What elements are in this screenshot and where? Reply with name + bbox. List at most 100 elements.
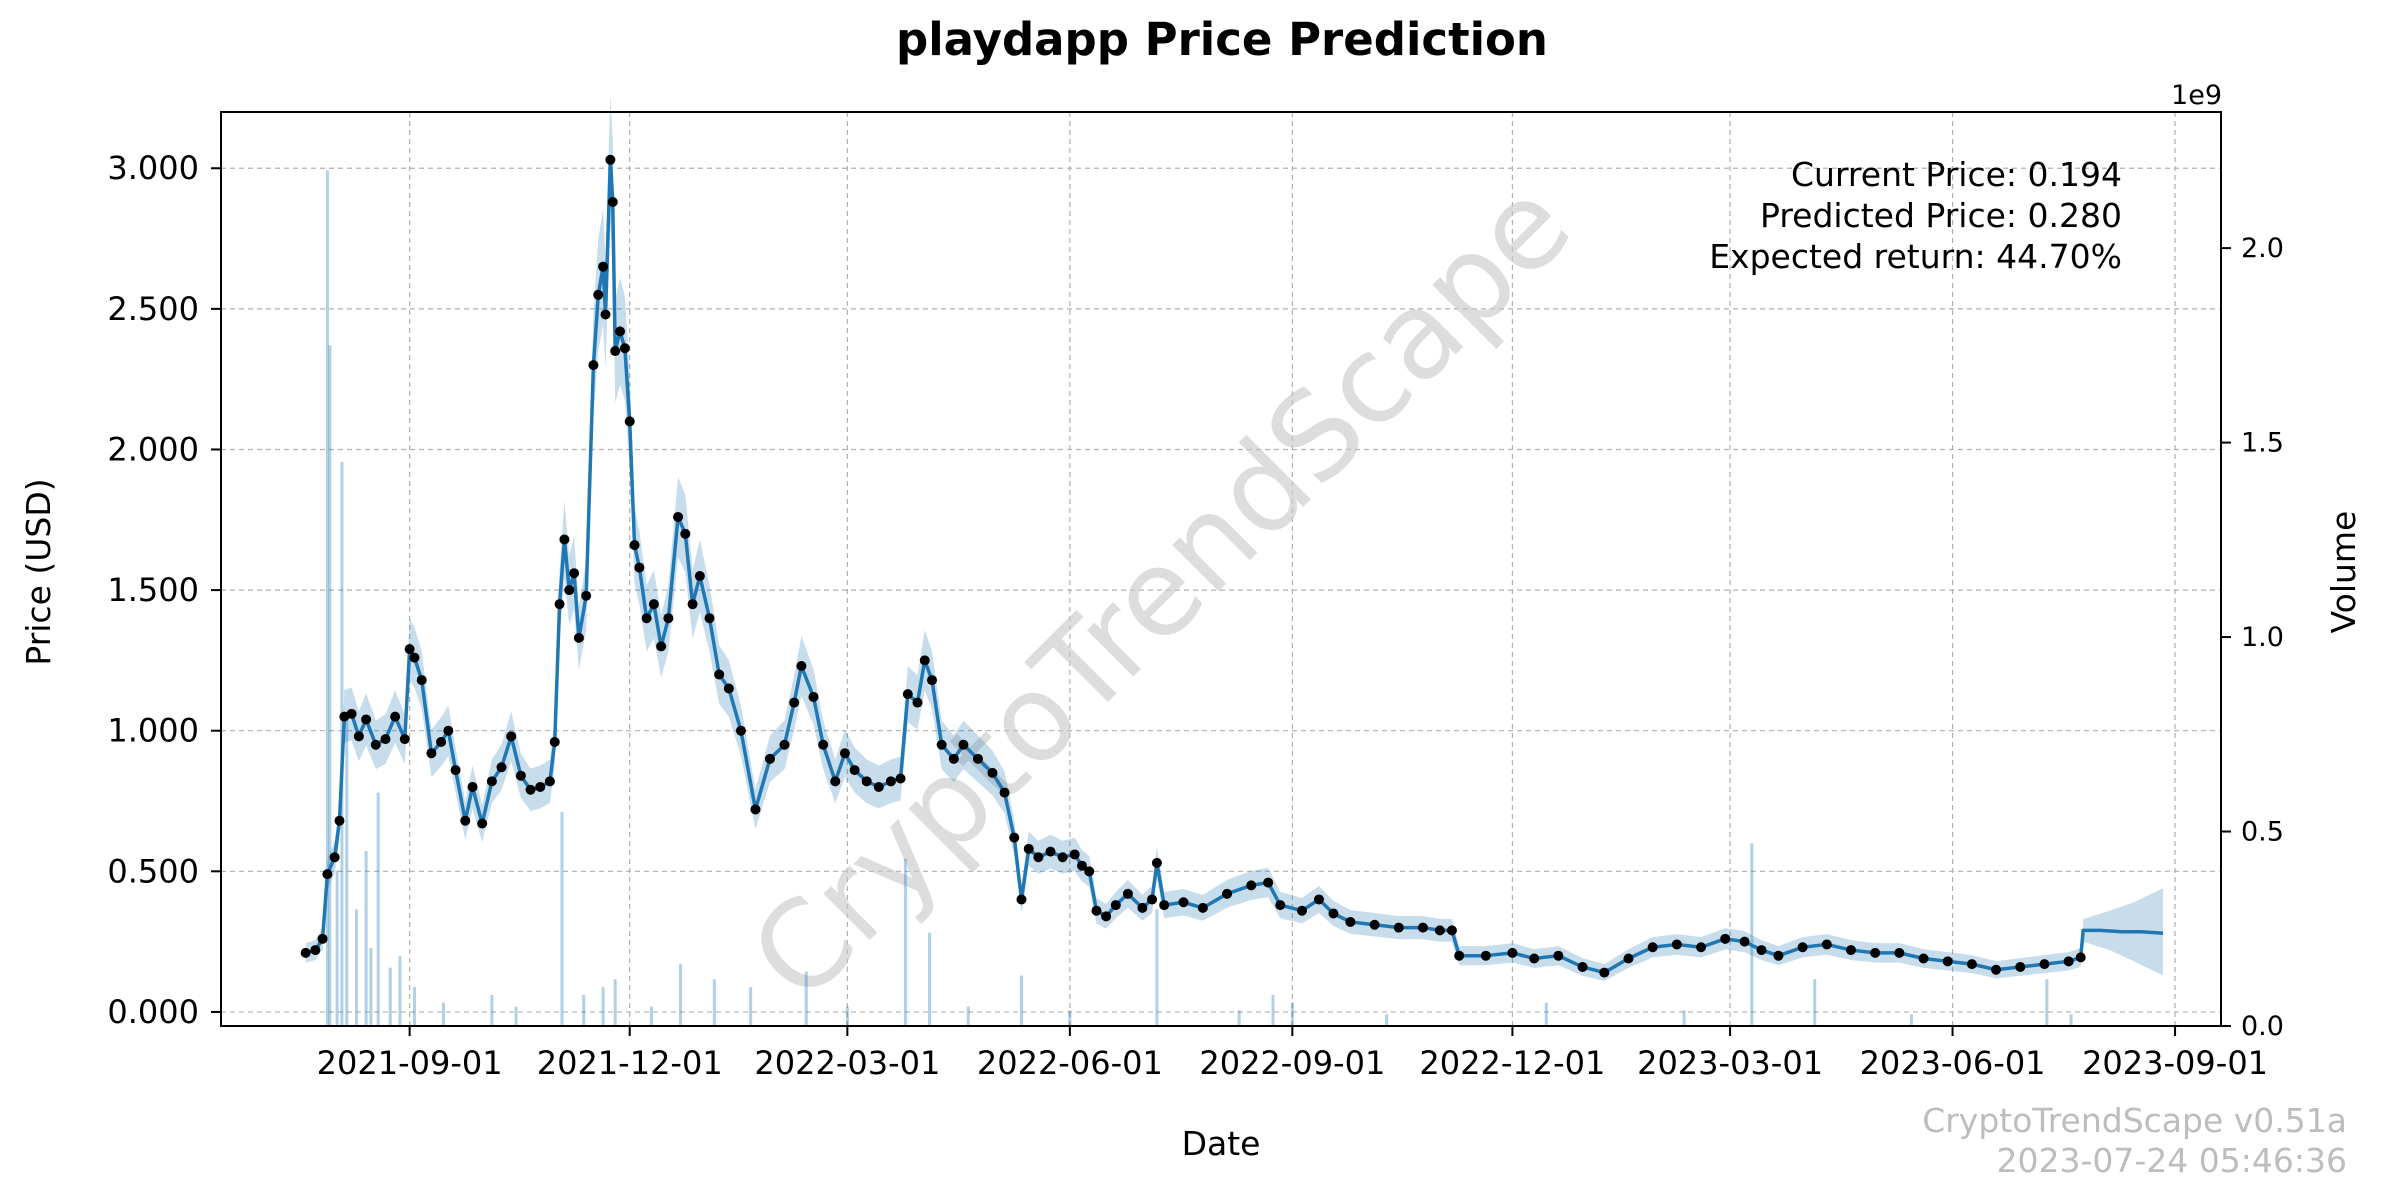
y-axis-label: Price (USD): [19, 478, 58, 665]
price-point: [467, 781, 478, 792]
price-point: [1393, 922, 1404, 933]
price-point: [329, 852, 340, 863]
price-point: [1671, 939, 1682, 950]
price-point: [1345, 916, 1356, 927]
price-point: [1222, 888, 1233, 899]
price-point: [1623, 953, 1634, 964]
price-confidence-band: [305, 94, 2081, 981]
price-point: [1599, 967, 1610, 978]
volume-bar: [1909, 1014, 1913, 1026]
price-point: [1942, 956, 1953, 967]
volume-bar: [1019, 975, 1023, 1026]
price-point: [694, 571, 705, 582]
volume-bar: [601, 987, 605, 1026]
price-point: [648, 599, 659, 610]
price-point: [317, 933, 328, 944]
price-point: [554, 599, 565, 610]
volume-bar: [2069, 1014, 2073, 1026]
price-point: [1159, 900, 1170, 911]
price-point: [1756, 945, 1767, 956]
price-point: [1821, 939, 1832, 950]
price-point: [1797, 942, 1808, 953]
price-point: [958, 739, 969, 750]
price-point: [1069, 849, 1080, 860]
price-point: [1091, 905, 1102, 916]
volume-bar: [582, 994, 586, 1026]
x-tick-label: 2023-09-01: [2082, 1044, 2268, 1082]
price-point: [873, 781, 884, 792]
y-tick-label: 0.000: [107, 993, 199, 1031]
price-point: [1197, 902, 1208, 913]
volume-bar: [1290, 1002, 1294, 1026]
volume-bar: [749, 987, 753, 1026]
volume-bar: [354, 909, 358, 1026]
y2-tick-label: 1.0: [2241, 622, 2284, 653]
price-point: [1739, 936, 1750, 947]
plot-frame: [220, 111, 2222, 1027]
price-point: [663, 613, 674, 624]
price-point: [515, 770, 526, 781]
price-point: [1263, 877, 1274, 888]
volume-bar: [345, 714, 349, 1026]
price-point: [1328, 908, 1339, 919]
price-point: [544, 776, 555, 787]
price-point: [818, 739, 829, 750]
price-point: [600, 309, 611, 320]
volume-bar: [560, 812, 564, 1026]
price-point: [1009, 832, 1020, 843]
price-point: [849, 765, 860, 776]
volume-bar: [966, 1006, 970, 1026]
price-point: [436, 736, 447, 747]
price-point: [673, 511, 684, 522]
price-point: [1369, 919, 1380, 930]
price-point: [927, 675, 938, 686]
price-point: [1870, 947, 1881, 958]
price-point: [1529, 953, 1540, 964]
price-point: [1297, 905, 1308, 916]
price-point: [1647, 942, 1658, 953]
price-point: [1773, 950, 1784, 961]
price-point: [750, 804, 761, 815]
price-point: [1151, 857, 1162, 868]
price-point: [460, 815, 471, 826]
price-point: [1147, 894, 1158, 905]
x-axis-ticks: 2021-09-01 2021-12-01 2022-03-01 2022-06-01…: [317, 1026, 2268, 1082]
price-point: [353, 731, 364, 742]
price-point: [1894, 947, 1905, 958]
price-point: [680, 528, 691, 539]
price-point: [477, 818, 488, 829]
volume-bar: [1068, 1010, 1072, 1026]
price-point: [593, 289, 604, 300]
price-point: [619, 343, 630, 354]
x-axis-label: Date: [1182, 1124, 1261, 1163]
y-axis-ticks: 0.000 0.500 1.000 1.500 2.000 2.500 3.000: [107, 149, 221, 1031]
price-point: [1446, 925, 1457, 936]
y-tick-label: 2.000: [107, 430, 199, 468]
price-point: [569, 568, 580, 579]
price-point: [936, 739, 947, 750]
price-point: [2039, 959, 2050, 970]
volume-bar: [712, 979, 716, 1026]
price-point: [404, 644, 415, 655]
price-point: [919, 655, 930, 666]
price-point: [2015, 961, 2026, 972]
price-point: [2075, 952, 2086, 963]
volume-bar: [804, 971, 808, 1026]
price-point: [948, 753, 959, 764]
x-tick-label: 2021-12-01: [537, 1044, 723, 1082]
price-point: [607, 196, 618, 207]
price-point: [764, 753, 775, 764]
price-point: [380, 734, 391, 745]
price-point: [361, 714, 372, 725]
price-point: [861, 776, 872, 787]
price-point: [1507, 947, 1518, 958]
price-point: [714, 669, 725, 680]
price-point: [723, 683, 734, 694]
price-point: [987, 767, 998, 778]
price-point: [1246, 880, 1257, 891]
price-point: [409, 652, 420, 663]
y2-tick-label: 2.0: [2241, 233, 2284, 264]
price-point: [1918, 953, 1929, 964]
volume-bar: [613, 979, 617, 1026]
price-point: [322, 869, 333, 880]
